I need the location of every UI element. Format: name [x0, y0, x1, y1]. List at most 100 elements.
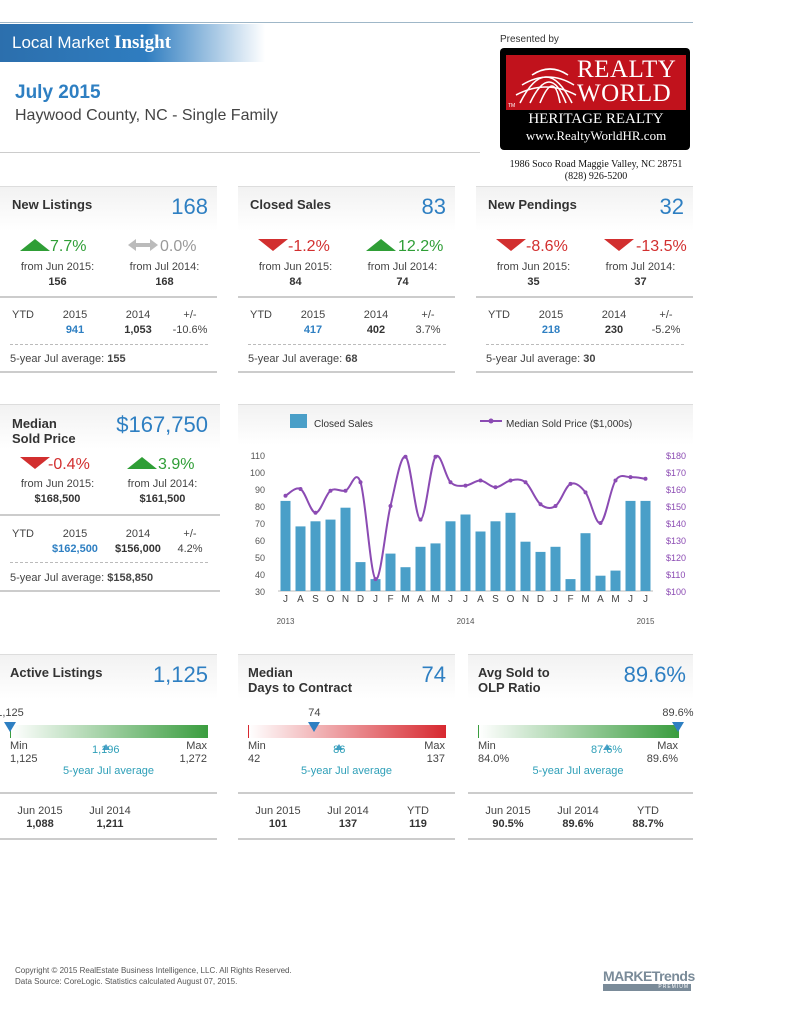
median-price-pct-a: -0.4% [48, 456, 90, 473]
ytd-label: YTD [12, 309, 34, 321]
x-axis-tick: O [327, 594, 335, 605]
change-a-from: from Jun 2015: [258, 261, 333, 273]
median-price-point [283, 493, 288, 498]
x-axis-tick: O [507, 594, 515, 605]
change-a-from: from Jun 2015: [20, 261, 95, 273]
left-axis-tick: 80 [255, 502, 265, 512]
gauge-max-label: Max [657, 740, 678, 752]
gauge-card-header [238, 654, 455, 699]
change-b-pct: 0.0% [160, 238, 197, 255]
gauge-footer-label: Jun 2015 [485, 805, 531, 817]
brand-title: Local Market Insight [12, 32, 172, 53]
down-arrow-icon [258, 239, 288, 251]
gauge-max-value: 89.6% [646, 753, 678, 765]
gauge-sep [238, 792, 455, 794]
gauge-average-icon [602, 737, 611, 755]
stat-card-sep [0, 296, 217, 298]
chart-panel: Closed Sales Median Sold Price ($1,000s) 3… [238, 404, 693, 635]
left-axis-tick: 100 [250, 468, 265, 478]
ytd-h1: 2015 [300, 309, 326, 321]
right-axis-tick: $110 [666, 570, 685, 580]
median-price-point [358, 480, 363, 485]
x-axis-tick: F [567, 594, 573, 605]
ytd-h3: +/- [183, 309, 197, 321]
x-axis-tick: D [537, 594, 544, 605]
x-axis-tick: A [417, 594, 424, 605]
change-b-arrow [366, 239, 400, 258]
left-axis-tick: 60 [255, 536, 265, 546]
stat-card-header [238, 186, 455, 231]
x-axis-tick: A [477, 594, 484, 605]
closed-sales-bar [340, 507, 351, 591]
right-axis-tick: $140 [666, 519, 686, 529]
up-arrow-icon [127, 457, 157, 469]
median-ytd-h1: 2015 [62, 528, 88, 540]
right-axis-tick: $150 [666, 502, 686, 512]
median-price-point [298, 487, 303, 491]
median-price-point [343, 488, 348, 493]
left-axis-tick: 110 [251, 451, 265, 461]
median-price-point [568, 481, 573, 486]
closed-sales-bar [370, 579, 381, 591]
marketrends-bar [603, 984, 691, 991]
gauge-min-value: 84.0% [478, 753, 510, 765]
top-rule [0, 22, 693, 23]
gauge-bottom-sep [0, 838, 217, 840]
x-axis-tick: M [401, 594, 409, 605]
gauge-min-label: Min [248, 740, 266, 752]
closed-sales-bar [550, 546, 561, 591]
x-axis-tick: J [463, 594, 468, 605]
stat-dash [248, 344, 446, 345]
median-ytd-h2: 2014 [125, 528, 151, 540]
down-arrow-icon [20, 457, 50, 469]
logo-word-world: WORLD [577, 80, 672, 107]
marker-triangle-icon [672, 722, 684, 732]
median-price-pct-b: 3.9% [158, 456, 195, 473]
closed-sales-bar [505, 512, 516, 591]
median-price-point [373, 577, 378, 582]
ytd-v1: 417 [303, 324, 323, 336]
right-axis-tick: $170 [666, 468, 686, 478]
gauge-bar [478, 725, 679, 738]
median-price-from-b-val: $161,500 [139, 493, 186, 505]
median-price-point [403, 454, 408, 459]
median-price-point [643, 476, 648, 481]
x-axis-tick: N [522, 594, 529, 605]
gauge-footer-value: 90.5% [492, 818, 524, 830]
closed-sales-bar [535, 551, 546, 591]
right-axis-tick: $120 [666, 553, 686, 563]
ytd-h1: 2015 [538, 309, 564, 321]
median-price-point [313, 510, 318, 515]
year-label: 2013 [277, 617, 295, 626]
gauge-marker-label: 1,125 [0, 707, 24, 719]
average-triangle-icon [335, 744, 344, 750]
closed-sales-bar [580, 533, 591, 591]
gauge-max-value: 137 [426, 753, 445, 765]
x-axis-tick: M [581, 594, 589, 605]
gauge-value: 89.6% [623, 662, 686, 687]
left-axis-tick: 40 [255, 570, 265, 580]
x-axis-tick: J [283, 594, 288, 605]
median-price-change-a [20, 457, 50, 476]
ytd-h3: +/- [421, 309, 435, 321]
gauge-max-label: Max [424, 740, 445, 752]
ytd-h1: 2015 [62, 309, 88, 321]
stat-card-title: New Listings [12, 197, 93, 212]
five-year-average: 5-year Jul average: 68 [248, 353, 358, 365]
right-axis-tick: $130 [666, 536, 686, 546]
report-area: Haywood County, NC - Single Family [15, 107, 278, 124]
median-price-title: Median Sold Price [12, 416, 76, 446]
year-label: 2014 [457, 617, 475, 626]
stat-card-title: Closed Sales [250, 197, 331, 212]
office-phone: (828) 926-5200 [564, 171, 628, 182]
change-b-pct: -13.5% [636, 238, 687, 255]
gauge-average-caption: 5-year Jul average [62, 765, 155, 777]
stat-card-sep [238, 296, 455, 298]
gauge-min-value: 42 [248, 753, 261, 765]
marker-triangle-icon [4, 722, 16, 732]
left-axis-tick: 50 [255, 553, 265, 563]
right-axis-tick: $160 [666, 485, 686, 495]
stat-dash [486, 344, 684, 345]
gauge-marker-icon [4, 719, 16, 737]
median-price-point [583, 490, 588, 495]
